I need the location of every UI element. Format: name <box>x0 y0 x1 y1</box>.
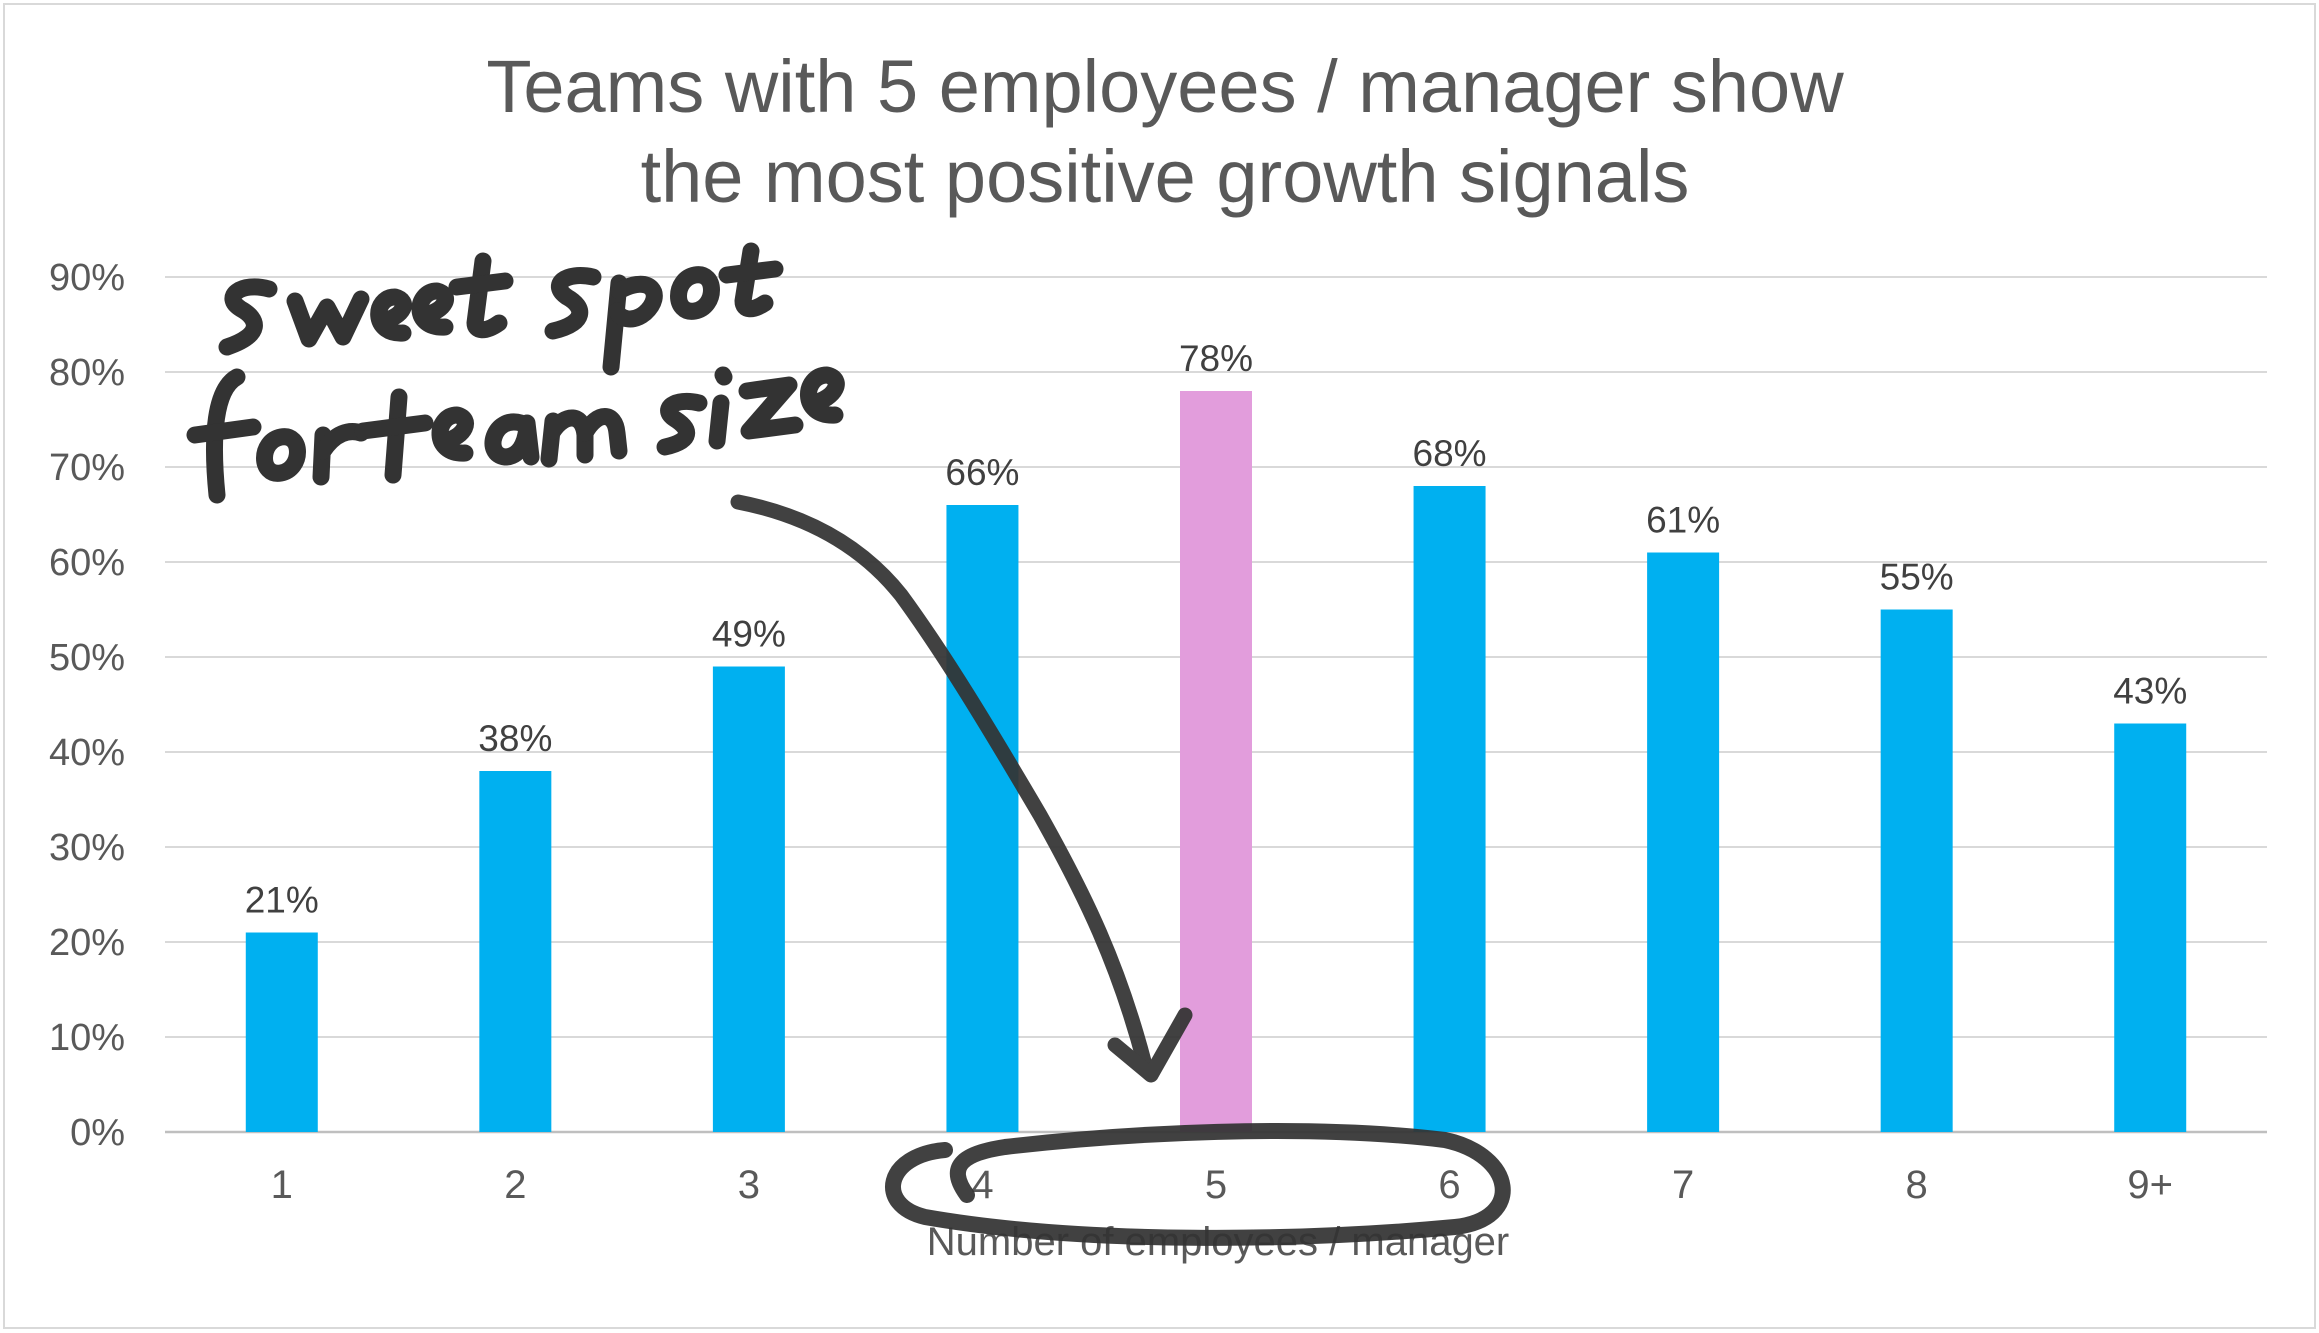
bars <box>245 391 2187 1132</box>
bar-8 <box>1880 609 1953 1132</box>
data-label-6: 68% <box>1413 433 1487 474</box>
y-tick-label: 70% <box>49 447 125 489</box>
y-tick-label: 50% <box>49 637 125 679</box>
x-tick-label-5: 5 <box>1205 1163 1227 1207</box>
x-tick-label-6: 6 <box>1438 1163 1460 1207</box>
data-label-7: 61% <box>1646 500 1720 541</box>
bar-7 <box>1647 552 1720 1132</box>
bar-3 <box>712 666 785 1132</box>
y-tick-label: 80% <box>49 352 125 394</box>
bar-chart: Teams with 5 employees / manager show th… <box>49 45 2267 1264</box>
x-tick-label-2: 2 <box>504 1163 526 1207</box>
x-tick-label-9+: 9+ <box>2127 1163 2173 1207</box>
bar-9+ <box>2114 723 2187 1132</box>
handwritten-circle-4-5-6 <box>885 1123 1511 1246</box>
x-tick-label-1: 1 <box>271 1163 293 1207</box>
data-label-8: 55% <box>1880 557 1954 598</box>
bar-5 <box>1180 391 1252 1132</box>
x-axis-ticks: 1 2 3 4 5 6 7 8 9+ <box>271 1163 2173 1207</box>
y-tick-label: 90% <box>49 257 125 299</box>
bar-2 <box>479 771 552 1132</box>
data-label-3: 49% <box>712 614 786 655</box>
bar-4 <box>946 505 1019 1132</box>
y-tick-label: 20% <box>49 922 125 964</box>
y-tick-label: 30% <box>49 827 125 869</box>
bar-6 <box>1413 486 1486 1132</box>
y-tick-label: 60% <box>49 542 125 584</box>
chart-title-line-1: Teams with 5 employees / manager show <box>486 45 1844 128</box>
handwritten-annotation-text <box>186 242 845 504</box>
x-tick-label-3: 3 <box>738 1163 760 1207</box>
data-label-2: 38% <box>478 718 552 759</box>
x-tick-label-7: 7 <box>1672 1163 1694 1207</box>
y-axis-ticks: 0% 10% 20% 30% 40% 50% 60% 70% 80% 90% <box>49 257 125 1154</box>
handwritten-arrow <box>730 494 1193 1083</box>
data-label-9+: 43% <box>2113 671 2187 712</box>
data-labels: 21% 38% 49% 66% 78% 68% 61% 55% 43% <box>245 338 2188 921</box>
data-label-1: 21% <box>245 880 319 921</box>
y-tick-label: 40% <box>49 732 125 774</box>
data-label-4: 66% <box>945 452 1019 493</box>
x-tick-label-8: 8 <box>1906 1163 1928 1207</box>
data-label-5: 78% <box>1179 338 1253 379</box>
y-tick-label: 0% <box>70 1112 125 1154</box>
bar-1 <box>245 932 318 1132</box>
chart-title-line-2: the most positive growth signals <box>641 135 1690 218</box>
chart-frame: Teams with 5 employees / manager show th… <box>3 3 2316 1329</box>
x-tick-label-4: 4 <box>971 1163 993 1207</box>
y-tick-label: 10% <box>49 1017 125 1059</box>
